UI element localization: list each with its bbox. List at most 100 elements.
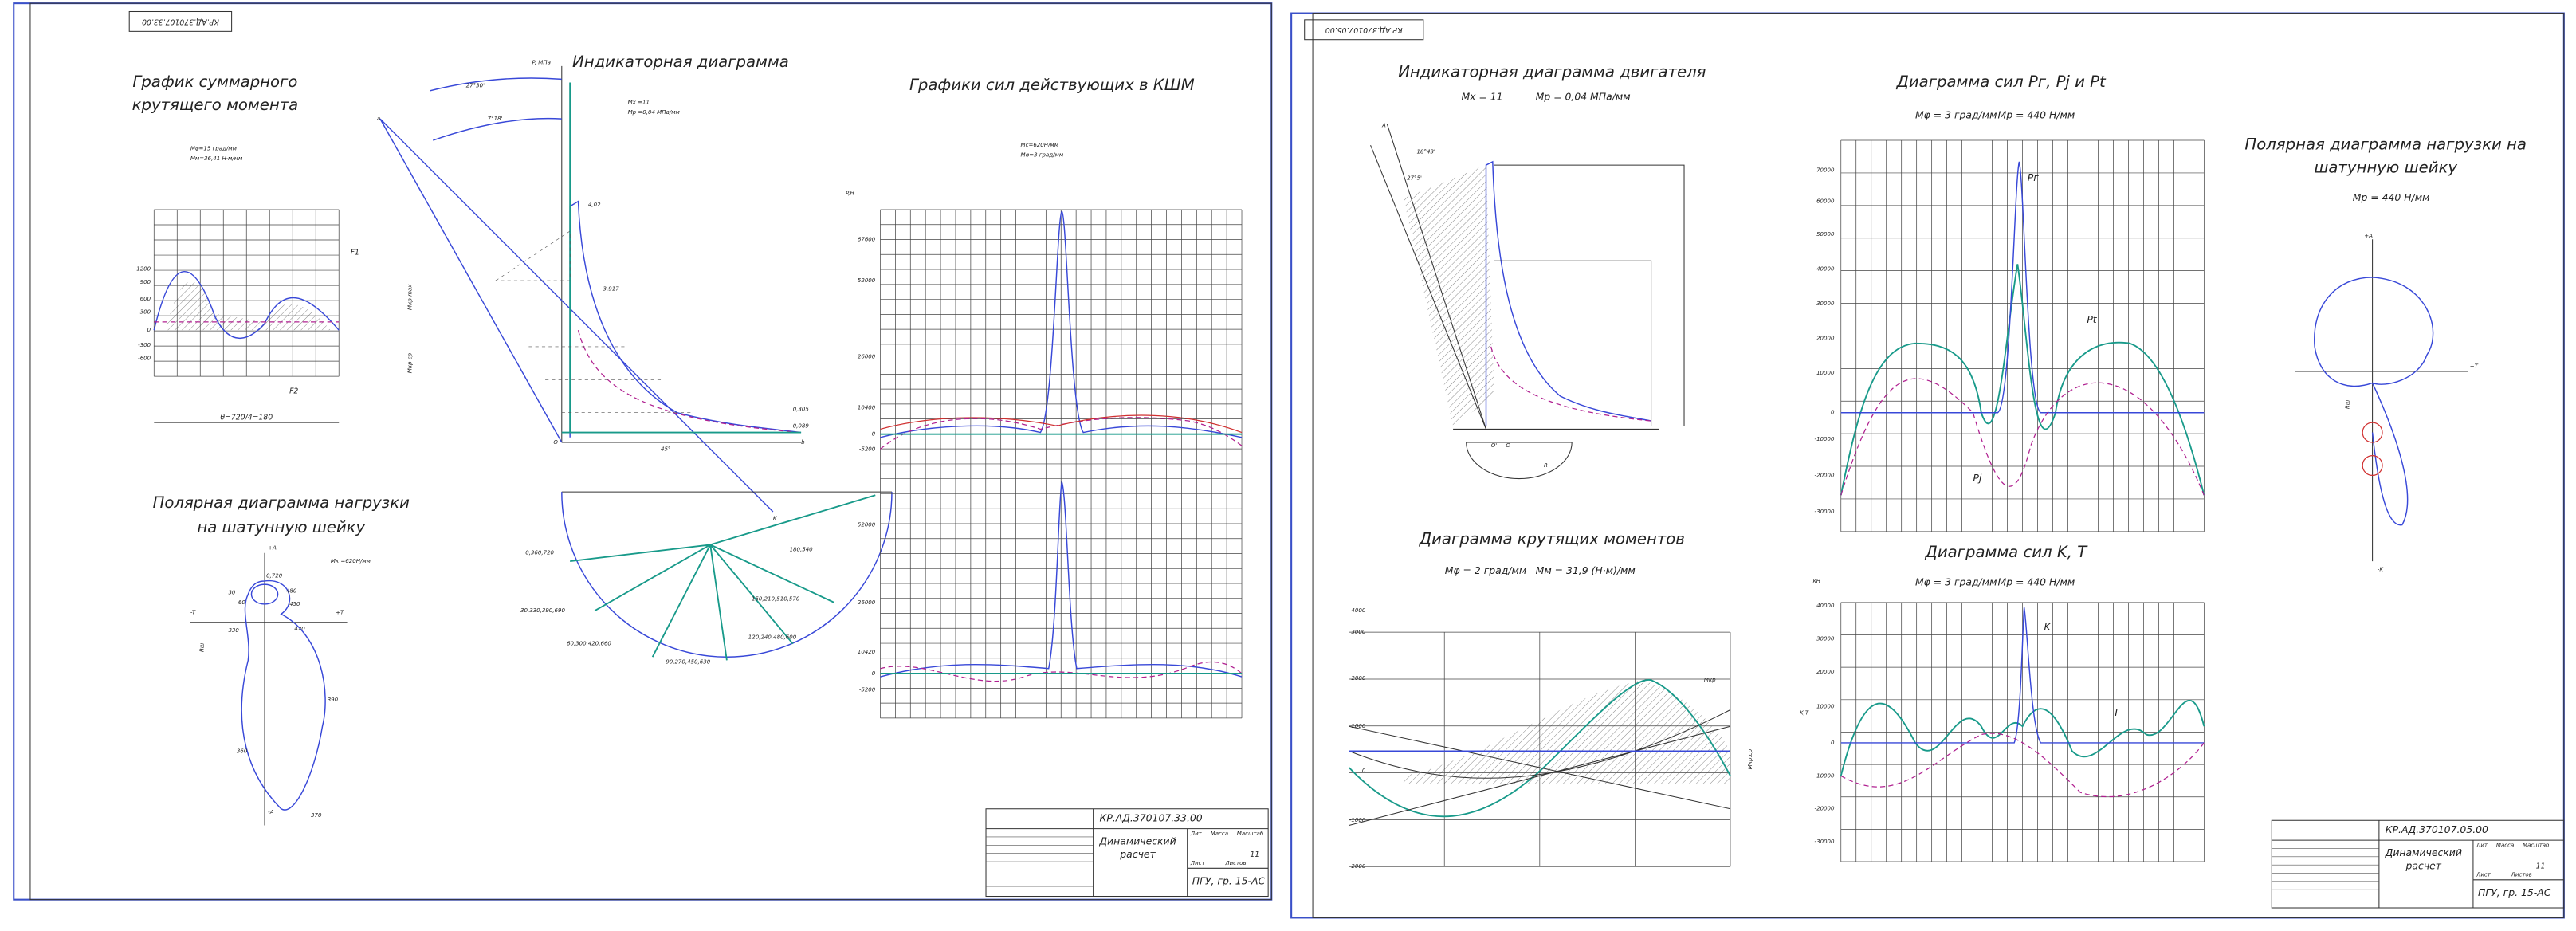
label: Pj xyxy=(1973,472,1981,484)
label: 420 xyxy=(294,625,305,632)
y-tick-label: 0 xyxy=(1831,739,1835,746)
curve xyxy=(1840,733,2205,798)
y-tick-label: 4000 xyxy=(1351,607,1365,614)
label: -A xyxy=(268,808,274,815)
label: K xyxy=(773,514,778,521)
inner-frame xyxy=(1312,13,2565,918)
tb-head: Лит xyxy=(1190,830,1203,837)
label: Мкр ср xyxy=(406,352,413,373)
axis-label: P, МПа xyxy=(532,59,551,66)
indicator-curve xyxy=(569,200,802,438)
label: 18°43' xyxy=(1417,148,1435,155)
tb-name: Динамический xyxy=(2385,847,2462,858)
polar-curve xyxy=(2314,277,2434,387)
label: Rш xyxy=(2344,399,2351,409)
y-tick-label: 20000 xyxy=(1816,335,1835,342)
y-tick-label: -10000 xyxy=(1815,772,1835,779)
tb-head: Масштаб xyxy=(1237,830,1264,837)
title-block xyxy=(985,808,1269,898)
y-tick-label: 40000 xyxy=(1816,265,1835,273)
crank-label: 0,360,720 xyxy=(525,549,554,556)
curve xyxy=(880,210,1243,438)
label: 4,02 xyxy=(588,201,601,208)
crank-label: 180,540 xyxy=(790,546,814,553)
tb-head: Лист xyxy=(2476,871,2492,878)
y-tick-label: -1000 xyxy=(1349,816,1366,823)
polar-loop xyxy=(250,583,279,605)
label: +T xyxy=(336,608,344,615)
label: T xyxy=(2113,706,2120,718)
label: O xyxy=(1506,442,1510,449)
crank-label: 60,300,420,660 xyxy=(567,640,611,647)
y-tick-label: -5200 xyxy=(859,686,876,693)
curve xyxy=(880,661,1243,682)
label: b xyxy=(801,438,805,446)
scale: Мк =620Н/мм xyxy=(331,557,371,564)
y-tick-label: 10000 xyxy=(1816,702,1835,709)
y-tick-label: 0 xyxy=(872,430,876,438)
title: Диаграмма сил K, T xyxy=(1924,543,2088,561)
y-tick-label: 1200 xyxy=(136,265,151,273)
y-tick-label: -600 xyxy=(138,354,151,361)
scale: Mр = 0,04 МПа/мм xyxy=(1536,91,1631,103)
tb-head: Листов xyxy=(2511,871,2532,878)
label: -T xyxy=(190,608,196,615)
label: 27°5' xyxy=(1407,175,1422,182)
label: 450 xyxy=(289,600,300,607)
crank-label: 30,330,390,690 xyxy=(520,607,565,614)
y-tick-label: 26000 xyxy=(858,352,876,359)
label: A xyxy=(1381,121,1386,128)
tb-head: Масштаб xyxy=(2523,841,2550,848)
title: Индикаторная диаграмма xyxy=(572,53,789,71)
left-sheet: КР.АД.370107.33.00 График суммарного кру… xyxy=(13,2,1273,901)
label: +T xyxy=(2470,363,2479,370)
label: Мкр max xyxy=(406,284,413,310)
stamp-box xyxy=(128,10,233,32)
y-tick-label: 50000 xyxy=(1816,230,1835,238)
y-tick-label: 26000 xyxy=(858,599,876,606)
journal xyxy=(2362,454,2383,477)
label: 30 xyxy=(228,588,235,595)
y-tick-label: 52000 xyxy=(858,277,876,284)
tb-head: Лит xyxy=(2476,841,2488,848)
y-tick-label: -5200 xyxy=(859,445,876,452)
hatch xyxy=(165,281,331,331)
y-tick-label: 67600 xyxy=(858,235,876,242)
line xyxy=(379,118,774,513)
construction xyxy=(494,230,694,414)
stamp: КР.АД.370107.33.00 xyxy=(142,17,219,26)
y-tick-label: 0 xyxy=(872,670,876,677)
label: O xyxy=(553,438,558,446)
scale: Mр = 440 Н/мм xyxy=(1997,576,2075,588)
title: Индикаторная диаграмма двигателя xyxy=(1398,63,1706,81)
tb-head: Масса xyxy=(1211,830,1228,837)
scale: Mφ = 2 град/мм xyxy=(1445,564,1526,576)
label: 480 xyxy=(286,587,297,594)
label: 27°30' xyxy=(466,82,485,89)
crank-circle xyxy=(561,492,893,658)
label: R xyxy=(1544,462,1548,469)
curve xyxy=(1840,264,2205,496)
indicator-curve xyxy=(577,330,802,434)
tb-head: Листов xyxy=(1224,859,1246,866)
y-tick-label: -20000 xyxy=(1815,471,1835,478)
stamp-box xyxy=(1304,19,1424,41)
y-tick-label: 40000 xyxy=(1816,602,1835,609)
title: График суммарного xyxy=(132,73,297,91)
label: F2 xyxy=(289,387,298,395)
scale: Mм = 31,9 (Н·м)/мм xyxy=(1536,564,1636,576)
label: 7°18' xyxy=(488,115,503,122)
y-tick-label: 10000 xyxy=(1816,369,1835,376)
indicator-curve xyxy=(1485,160,1651,426)
y-tick-label: 0 xyxy=(1831,409,1835,416)
line xyxy=(379,118,563,443)
y-tick-label: 20000 xyxy=(1816,668,1835,675)
y-tick-label: 3000 xyxy=(1351,628,1365,635)
curve xyxy=(1840,607,2205,744)
label: +A xyxy=(2364,232,2373,239)
tb-name: расчет xyxy=(1119,848,1156,860)
title: Диаграмма крутящих моментов xyxy=(1419,530,1685,548)
title: Полярная диаграмма нагрузки на xyxy=(2244,136,2526,154)
scale: Мх =11 xyxy=(628,98,650,105)
y-tick-label: 0 xyxy=(1362,767,1366,774)
